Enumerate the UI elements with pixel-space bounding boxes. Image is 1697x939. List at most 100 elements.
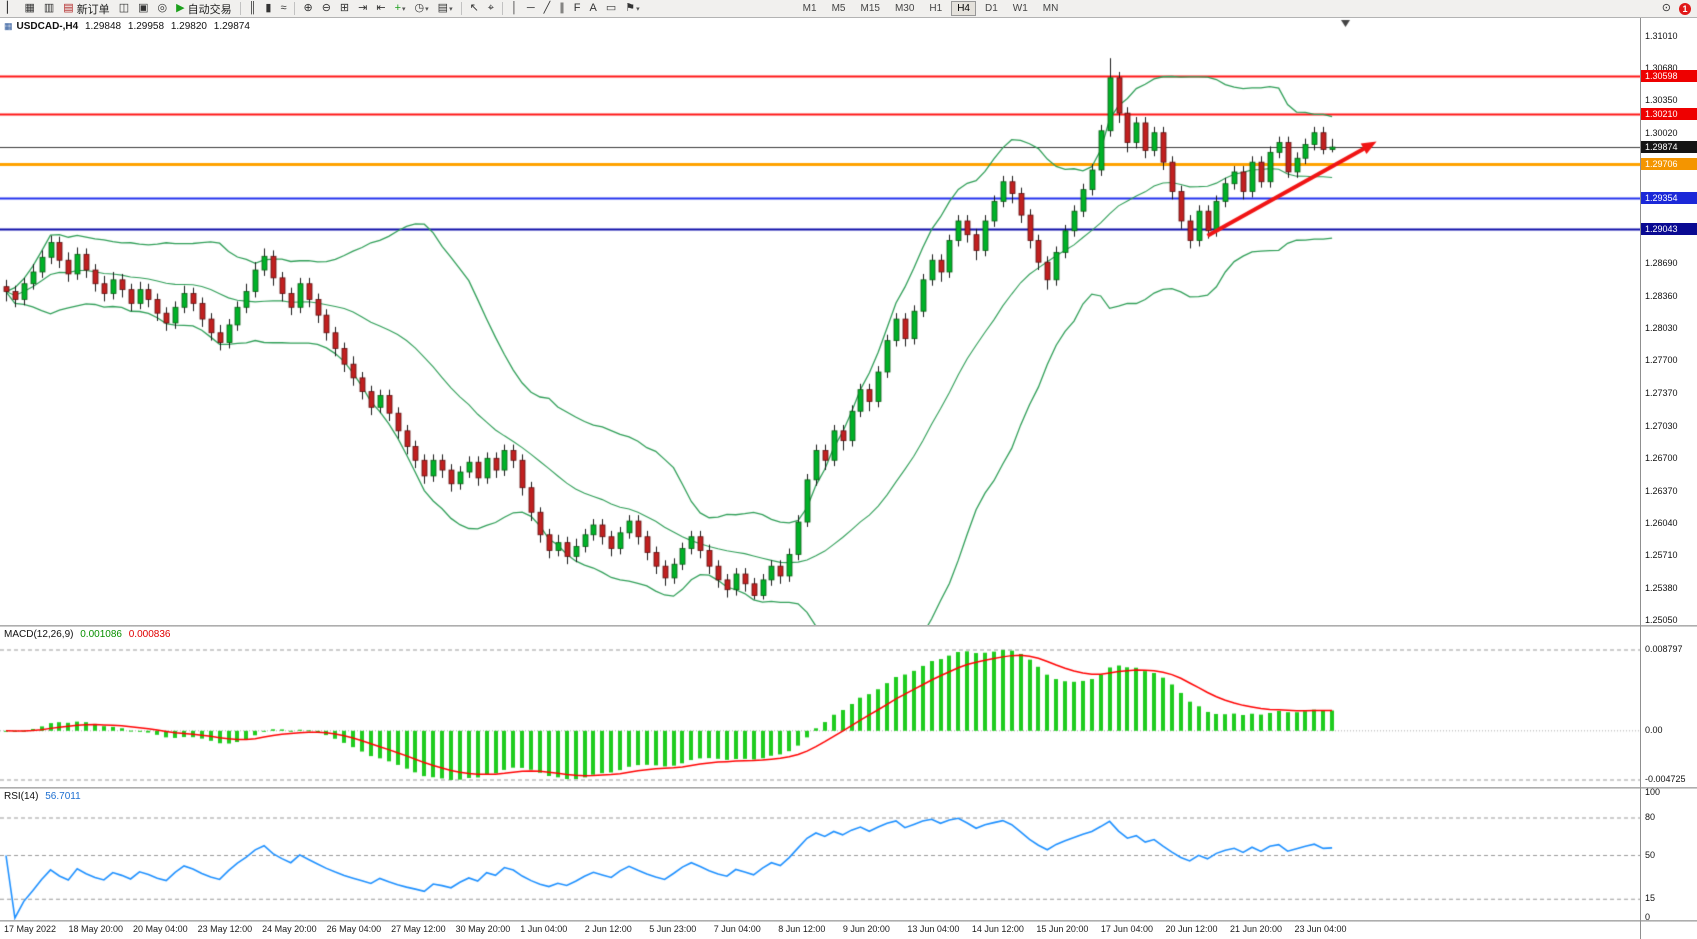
chart-window-icon: ▦ <box>24 2 35 14</box>
text-button[interactable]: A <box>586 1 601 17</box>
time-axis-label: 18 May 20:00 <box>68 924 124 934</box>
time-axis-label: 7 Jun 04:00 <box>713 924 761 934</box>
timeframe-m1-button[interactable]: M1 <box>802 3 817 14</box>
arrows-button[interactable]: ⚑ ▾ <box>621 1 643 17</box>
equidistant-channel-icon: ∥ <box>559 2 565 14</box>
indicators-icon: + <box>394 2 402 14</box>
periods-button[interactable]: ◷ ▾ <box>411 1 433 17</box>
candlestick-chart-button[interactable]: ▮ <box>261 1 275 17</box>
autotrading-label: 自动交易 <box>187 3 232 16</box>
new-chart-button[interactable]: ▥ <box>40 1 58 17</box>
rsi-canvas[interactable] <box>0 789 1640 920</box>
cursor-icon: ↖ <box>469 2 479 14</box>
time-axis-label: 9 Jun 20:00 <box>842 924 890 934</box>
trendline-button[interactable]: ╱ <box>540 1 555 17</box>
current-price-badge: 1.29874 <box>1641 141 1697 154</box>
timeframe-d1-button[interactable]: D1 <box>984 3 998 14</box>
time-axis-label: 13 Jun 04:00 <box>907 924 960 934</box>
new-order-button[interactable]: ▤ 新订单 <box>59 1 113 17</box>
horizontal-line-icon: ─ <box>526 2 535 14</box>
fibonacci-icon: F <box>573 2 581 14</box>
navigator-button[interactable]: ◎ <box>154 1 172 17</box>
rsi-axis-label: 0 <box>1645 912 1651 922</box>
timeframe-mn-button[interactable]: MN <box>1042 3 1059 14</box>
toolbar: ▏ ▦ ▥ ▤ 新订单 ◫ ▣ ◎ ▶ 自动交易 ║ ▮ ≈ ⊕ ⊖ ⊞ ⇥ ⇤ + ▾ ◷ ▾ ▤ ▾ ↖ ⌖ │ ─ ╱ ∥ F A ▭ ⚑ ▾… <box>0 0 1697 18</box>
time-axis-label: 23 Jun 04:00 <box>1294 924 1347 934</box>
price-axis-label: 1.26700 <box>1645 453 1678 464</box>
fibonacci-button[interactable]: F <box>570 1 585 17</box>
time-axis-label: 20 Jun 12:00 <box>1165 924 1218 934</box>
close-value: 1.29874 <box>213 21 250 32</box>
new-order-icon: ▤ <box>63 2 74 14</box>
price-axis-label: 1.26370 <box>1645 485 1678 496</box>
timeframe-h4-button[interactable]: H4 <box>951 1 976 16</box>
crosshair-button[interactable]: ⌖ <box>484 1 498 17</box>
bar-chart-icon: ║ <box>248 2 257 14</box>
tile-windows-button[interactable]: ⊞ <box>336 1 353 17</box>
autotrading-button[interactable]: ▶ 自动交易 <box>172 1 235 17</box>
macd-zero-label: 0.00 <box>1645 724 1663 735</box>
market-watch-button[interactable]: ◫ <box>115 1 133 17</box>
macd-label: MACD(12,26,9) <box>4 629 74 640</box>
search-button[interactable]: ⊙ <box>1658 1 1675 17</box>
indicators-dropdown-icon: ▾ <box>402 5 406 13</box>
main-chart-canvas[interactable] <box>0 18 1640 625</box>
macd-min-label: -0.004725 <box>1645 774 1686 784</box>
new-chart-icon: ▥ <box>43 2 55 14</box>
text-label-icon: ▭ <box>605 2 617 14</box>
rsi-panel-resizer[interactable] <box>0 787 1697 789</box>
rsi-header: RSI(14) 56.7011 <box>4 791 85 802</box>
periods-icon: ◷ <box>414 2 425 14</box>
templates-icon: ▤ <box>437 2 449 14</box>
timeframe-m15-button[interactable]: M15 <box>860 3 880 14</box>
level-price-badge: 1.29043 <box>1641 222 1697 235</box>
arrows-dropdown-icon: ▾ <box>636 5 640 13</box>
zoom-in-button[interactable]: ⊕ <box>299 1 316 17</box>
indicators-button[interactable]: + ▾ <box>391 1 410 17</box>
timeframe-m5-button[interactable]: M5 <box>831 3 846 14</box>
time-axis-separator <box>0 920 1697 922</box>
bar-chart-button[interactable]: ║ <box>245 1 261 17</box>
text-label-button[interactable]: ▭ <box>602 1 620 17</box>
arrows-icon: ⚑ <box>625 2 636 14</box>
price-axis-label: 1.30350 <box>1645 95 1678 106</box>
chart-shift-button[interactable]: ⇤ <box>372 1 389 17</box>
data-window-button[interactable]: ▣ <box>134 1 152 17</box>
templates-dropdown-icon: ▾ <box>449 5 453 13</box>
toolbar-handle-button[interactable]: ▏ <box>3 1 19 17</box>
line-chart-button[interactable]: ≈ <box>276 1 290 17</box>
price-axis-label: 1.27370 <box>1645 387 1678 398</box>
vertical-line-button[interactable]: │ <box>507 1 522 17</box>
timeframe-w1-button[interactable]: W1 <box>1012 3 1028 14</box>
macd-header: MACD(12,26,9) 0.001086 0.000836 <box>4 629 174 640</box>
auto-scroll-button[interactable]: ⇥ <box>354 1 371 17</box>
time-axis-label: 1 Jun 04:00 <box>520 924 568 934</box>
zoom-out-button[interactable]: ⊖ <box>318 1 335 17</box>
price-axis-label: 1.28360 <box>1645 290 1678 301</box>
price-axis-label: 1.27700 <box>1645 355 1678 366</box>
timeframe-h1-button[interactable]: H1 <box>929 3 943 14</box>
autotrading-icon: ▶ <box>176 2 185 14</box>
cursor-button[interactable]: ↖ <box>466 1 483 17</box>
time-axis-label: 2 Jun 12:00 <box>584 924 632 934</box>
time-axis-label: 30 May 20:00 <box>455 924 511 934</box>
chart-header: ▦ USDCAD-,H4 1.29848 1.29958 1.29820 1.29… <box>4 21 254 32</box>
time-axis-label: 24 May 20:00 <box>262 924 317 934</box>
price-axis-label: 1.25380 <box>1645 582 1678 593</box>
price-axis-label: 1.31010 <box>1645 30 1678 41</box>
rsi-axis-label: 50 <box>1645 849 1656 860</box>
level-price-badge: 1.30210 <box>1641 108 1697 121</box>
templates-button[interactable]: ▤ ▾ <box>434 1 457 17</box>
time-axis-label: 5 Jun 23:00 <box>649 924 697 934</box>
macd-canvas[interactable] <box>0 627 1640 787</box>
navigator-icon: ◎ <box>157 2 168 14</box>
notifications-badge[interactable]: 1 <box>1679 2 1691 15</box>
level-price-badge: 1.29706 <box>1641 157 1697 170</box>
macd-panel-resizer[interactable] <box>0 625 1697 627</box>
data-window-icon: ▣ <box>138 2 149 14</box>
chart-window-button[interactable]: ▦ <box>20 1 38 17</box>
rsi-axis-label: 100 <box>1645 787 1661 797</box>
horizontal-line-button[interactable]: ─ <box>523 1 539 17</box>
equidistant-channel-button[interactable]: ∥ <box>555 1 569 17</box>
timeframe-m30-button[interactable]: M30 <box>894 3 915 14</box>
